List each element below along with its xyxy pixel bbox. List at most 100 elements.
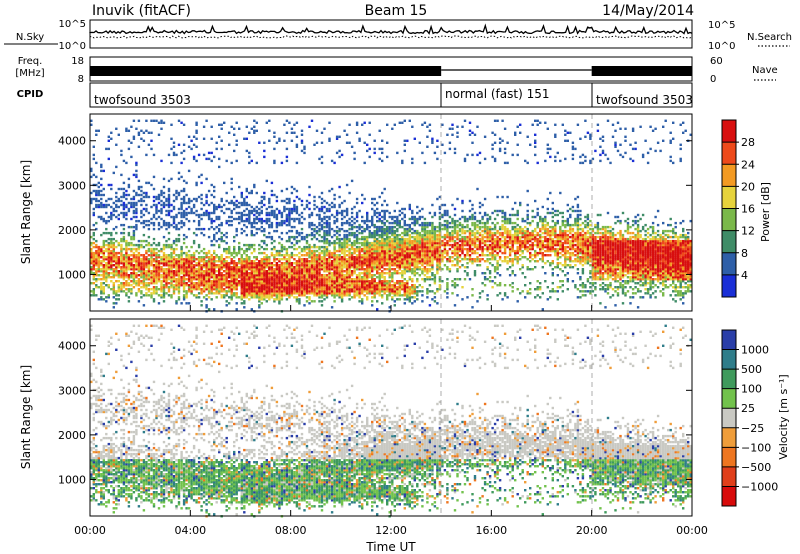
power-cell: [152, 251, 156, 255]
power-cell: [275, 207, 279, 211]
power-cell: [165, 276, 168, 279]
power-cell: [386, 219, 389, 223]
power-cell: [366, 268, 369, 271]
power-cell: [117, 217, 120, 221]
power-cell: [408, 119, 411, 122]
power-cell: [92, 245, 95, 249]
power-cell: [366, 235, 369, 239]
power-cell: [391, 251, 394, 255]
power-cell: [240, 272, 243, 275]
power-cell: [270, 290, 274, 293]
power-cell: [288, 199, 291, 203]
power-cell: [270, 292, 274, 295]
power-cell: [192, 197, 196, 201]
power-cell: [333, 276, 336, 279]
power-cell: [295, 298, 299, 301]
power-cell: [147, 223, 151, 227]
power-cell: [315, 229, 319, 233]
power-cell: [290, 278, 294, 281]
power-cell: [388, 225, 391, 229]
power-cell: [333, 262, 336, 265]
power-cell: [416, 221, 419, 225]
power-cell: [210, 125, 213, 128]
power-cell: [210, 201, 213, 205]
power-cell: [381, 231, 384, 235]
power-cell: [381, 254, 384, 257]
power-cell: [393, 221, 396, 225]
power-cell: [155, 274, 158, 277]
power-cell: [245, 256, 248, 259]
power-cell: [290, 282, 294, 285]
power-cell: [278, 260, 281, 263]
power-cell: [130, 141, 133, 144]
power-cell: [263, 227, 266, 231]
power-cell: [145, 276, 148, 279]
power-cell: [413, 270, 416, 273]
power-cell: [368, 276, 371, 279]
power-cell: [423, 237, 427, 241]
power-cell: [225, 280, 228, 283]
power-cell: [421, 215, 424, 219]
power-cell: [265, 207, 268, 211]
power-cell: [110, 205, 113, 209]
power-cell: [371, 245, 374, 249]
power-cell: [175, 247, 178, 251]
power-cell: [187, 219, 191, 223]
power-cell: [411, 296, 414, 299]
power-cell: [255, 292, 258, 295]
power-cell: [233, 203, 236, 207]
power-cell: [313, 282, 316, 285]
power-cell: [308, 201, 311, 205]
power-cell: [268, 262, 271, 265]
power-cell: [403, 207, 406, 211]
power-cell: [313, 286, 316, 289]
power-cell: [115, 127, 118, 130]
power-cell: [358, 245, 361, 249]
power-cell: [290, 280, 294, 283]
power-cell: [268, 213, 271, 217]
power-cell: [325, 207, 329, 211]
power-cell: [278, 296, 281, 299]
power-cell: [310, 237, 314, 241]
power-cell: [298, 302, 301, 305]
power-cell: [200, 274, 203, 277]
power-cell: [446, 266, 449, 269]
power-cell: [300, 274, 304, 277]
power-cell: [431, 203, 434, 207]
power-cell: [335, 135, 339, 138]
power-cell: [220, 276, 223, 279]
power-cell: [240, 219, 243, 223]
power-cell: [361, 272, 364, 275]
power-cell: [348, 286, 351, 289]
power-cell: [140, 221, 143, 225]
power-cell: [350, 179, 354, 183]
power-cell: [381, 151, 384, 155]
power-cell: [215, 292, 218, 295]
power-cell: [295, 262, 299, 265]
power-cell: [100, 201, 103, 205]
power-cell: [150, 280, 153, 283]
power-cell: [426, 221, 429, 225]
power-cell: [260, 296, 263, 299]
power-cell: [280, 264, 284, 267]
power-cell: [165, 209, 168, 213]
power-cell: [248, 213, 251, 217]
power-cell: [220, 282, 223, 285]
power-cell: [378, 294, 381, 297]
power-cell: [258, 288, 261, 291]
power-cell: [391, 247, 394, 251]
power-cell: [268, 276, 271, 279]
power-cell: [423, 239, 427, 243]
power-cell: [458, 233, 462, 237]
power-cell: [273, 215, 276, 219]
power-cell: [283, 245, 286, 249]
power-cell: [187, 284, 191, 287]
power-cell: [308, 215, 311, 219]
power-cell: [270, 241, 274, 245]
power-cell: [343, 233, 346, 237]
power-cell: [443, 290, 447, 293]
power-cell: [340, 209, 344, 213]
power-cell: [290, 268, 294, 271]
power-cell: [396, 233, 399, 237]
